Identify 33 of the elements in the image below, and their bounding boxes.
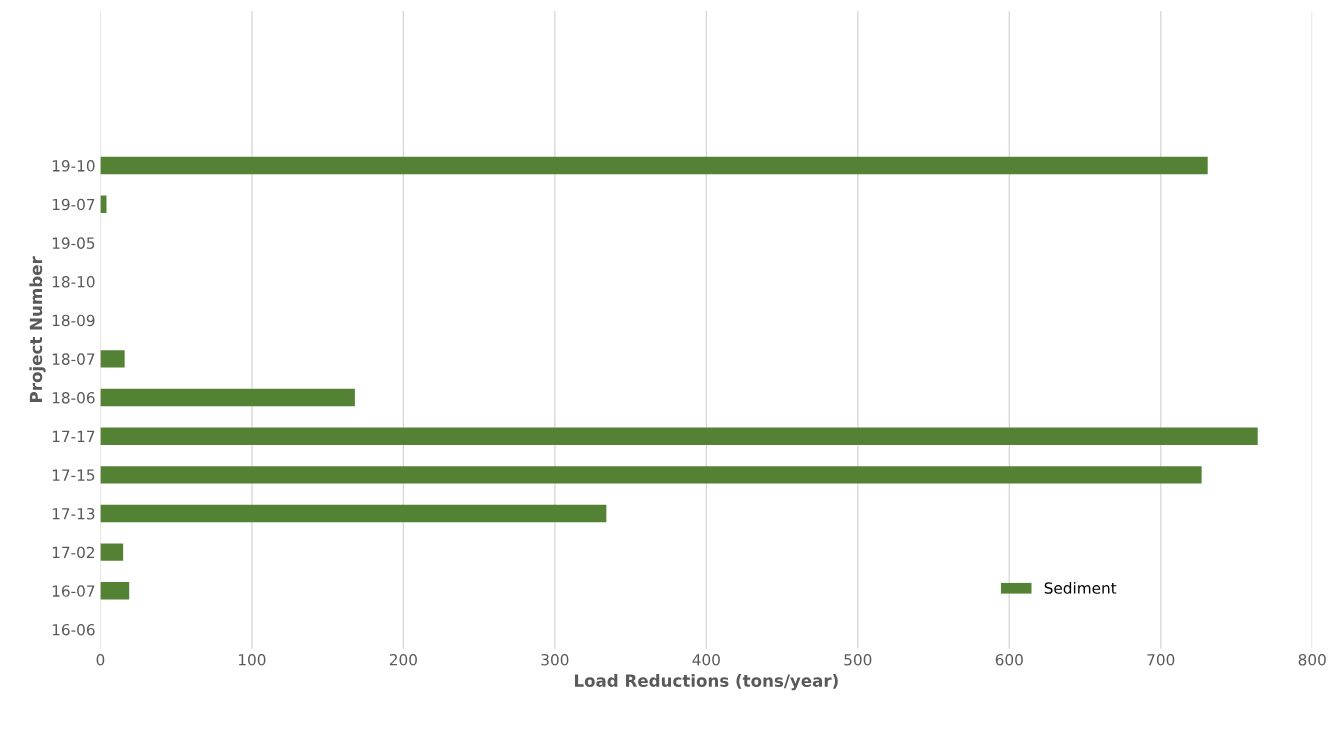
bar [100,427,1258,445]
y-tick-label: 18-09 [52,314,95,327]
bar [100,388,355,407]
x-axis-title: Load Reductions (tons/year) [574,674,838,691]
bar [100,156,1208,175]
y-tick-label: 17-02 [52,546,95,559]
y-tick-label: 18-06 [52,391,95,404]
y-tick-label: 17-17 [52,430,95,442]
bar [100,582,130,600]
y-tick-label: 18-07 [52,353,95,365]
bar [100,350,125,368]
x-tick-label: 0 [96,653,105,666]
y-tick-label: 16-06 [52,623,95,636]
legend-label: Sediment [1044,582,1117,594]
y-tick-label: 17-13 [52,507,95,520]
x-tick-label: 600 [995,653,1023,666]
x-tick-label: 300 [541,653,569,666]
y-tick-label: 17-15 [52,469,95,481]
x-tick-label: 100 [239,653,266,666]
x-tick-label: 800 [1298,653,1326,666]
y-axis-title: Project Number [29,256,46,402]
y-tick-label: 18-10 [52,276,95,288]
y-tick-label: 19-05 [52,237,95,249]
bar [100,466,1202,484]
x-tick-label: 400 [692,653,720,666]
x-tick-label: 700 [1147,653,1175,666]
x-tick-label: 200 [389,653,417,666]
y-tick-label: 16-07 [52,585,95,597]
x-tick-label: 500 [844,653,872,666]
bar [100,504,607,523]
y-tick-label: 19-10 [52,160,95,172]
y-tick-label: 19-07 [52,198,95,211]
bar [100,543,124,561]
